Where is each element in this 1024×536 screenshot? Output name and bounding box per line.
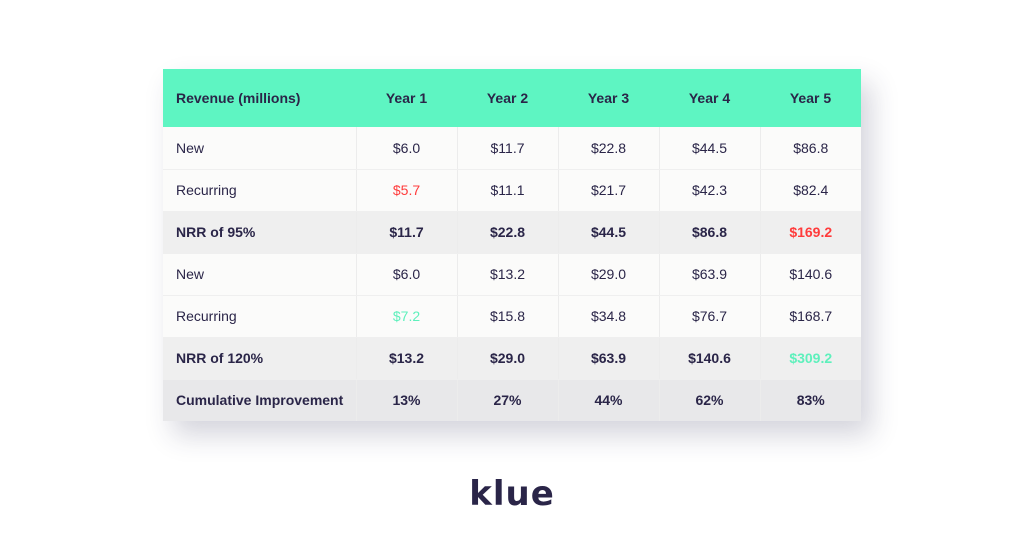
- table-cell: $6.0: [356, 127, 458, 170]
- table-cell: 62%: [659, 379, 761, 421]
- table-cell-highlight-red: $5.7: [356, 169, 458, 212]
- header-label: Revenue (millions): [176, 90, 301, 106]
- table-row-cumulative-improvement: Cumulative Improvement 13% 27% 44% 62% 8…: [163, 379, 861, 421]
- table-cell: $11.7: [457, 127, 559, 170]
- table-row-nrr-120: NRR of 120% $13.2 $29.0 $63.9 $140.6 $30…: [163, 337, 861, 380]
- table-cell: $140.6: [659, 337, 761, 380]
- table-row-recurring-95: Recurring $5.7 $11.1 $21.7 $42.3 $82.4: [163, 169, 861, 212]
- header-year-1: Year 1: [385, 90, 428, 106]
- table-cell: $63.9: [558, 337, 660, 380]
- table-row-new-120: New $6.0 $13.2 $29.0 $63.9 $140.6: [163, 253, 861, 296]
- table-cell-highlight-red: $169.2: [760, 211, 861, 254]
- table-cell: 44%: [558, 379, 660, 421]
- row-label: Recurring: [163, 295, 357, 338]
- header-year-5: Year 5: [789, 90, 832, 106]
- revenue-table: Revenue (millions) Year 1 Year 2 Year 3 …: [163, 69, 861, 421]
- table-cell: $6.0: [356, 253, 458, 296]
- table-cell: $13.2: [457, 253, 559, 296]
- table-cell: $29.0: [558, 253, 660, 296]
- row-label: Recurring: [163, 169, 357, 212]
- table-cell: $29.0: [457, 337, 559, 380]
- header-year-3: Year 3: [587, 90, 630, 106]
- table-header-row: Revenue (millions) Year 1 Year 2 Year 3 …: [163, 69, 861, 127]
- table-cell: $86.8: [659, 211, 761, 254]
- table-cell: $34.8: [558, 295, 660, 338]
- table-cell: $22.8: [457, 211, 559, 254]
- table-cell: 13%: [356, 379, 458, 421]
- table-cell: $44.5: [659, 127, 761, 170]
- table-cell: $86.8: [760, 127, 861, 170]
- revenue-table-card: Revenue (millions) Year 1 Year 2 Year 3 …: [163, 69, 861, 421]
- table-cell: 83%: [760, 379, 861, 421]
- row-label: Cumulative Improvement: [163, 379, 357, 421]
- header-year-2: Year 2: [486, 90, 529, 106]
- table-cell: $168.7: [760, 295, 861, 338]
- table-cell: $44.5: [558, 211, 660, 254]
- table-cell: $21.7: [558, 169, 660, 212]
- logo-text: klue: [469, 474, 555, 514]
- row-label: NRR of 95%: [163, 211, 357, 254]
- table-cell: $22.8: [558, 127, 660, 170]
- table-cell: $76.7: [659, 295, 761, 338]
- table-cell: $13.2: [356, 337, 458, 380]
- row-label: New: [163, 253, 357, 296]
- table-cell: $11.7: [356, 211, 458, 254]
- header-year-4: Year 4: [688, 90, 731, 106]
- table-cell: $82.4: [760, 169, 861, 212]
- table-cell-highlight-green: $7.2: [356, 295, 458, 338]
- table-cell: $42.3: [659, 169, 761, 212]
- row-label: New: [163, 127, 357, 170]
- table-cell: $11.1: [457, 169, 559, 212]
- table-cell: $15.8: [457, 295, 559, 338]
- table-row-nrr-95: NRR of 95% $11.7 $22.8 $44.5 $86.8 $169.…: [163, 211, 861, 254]
- table-cell-highlight-green: $309.2: [760, 337, 861, 380]
- row-label: NRR of 120%: [163, 337, 357, 380]
- table-cell: $140.6: [760, 253, 861, 296]
- table-cell: $63.9: [659, 253, 761, 296]
- table-cell: 27%: [457, 379, 559, 421]
- table-row-recurring-120: Recurring $7.2 $15.8 $34.8 $76.7 $168.7: [163, 295, 861, 338]
- klue-logo: klue: [0, 474, 1024, 514]
- table-row-new-95: New $6.0 $11.7 $22.8 $44.5 $86.8: [163, 127, 861, 170]
